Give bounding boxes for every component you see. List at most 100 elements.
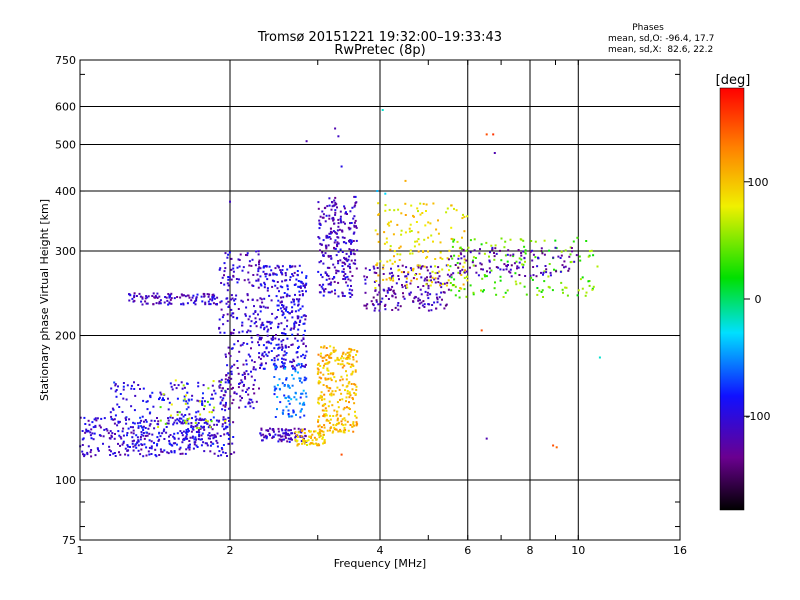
data-point bbox=[154, 448, 157, 451]
data-point bbox=[247, 401, 250, 404]
data-point bbox=[139, 388, 141, 390]
data-point bbox=[502, 268, 505, 271]
data-point bbox=[117, 442, 119, 445]
data-point bbox=[351, 388, 354, 391]
data-point bbox=[261, 321, 264, 324]
data-point bbox=[182, 438, 185, 441]
data-point bbox=[317, 398, 320, 401]
data-point bbox=[203, 421, 206, 424]
data-point bbox=[287, 395, 290, 398]
data-point bbox=[494, 247, 497, 250]
data-point bbox=[269, 427, 271, 430]
data-point bbox=[344, 353, 347, 356]
data-point bbox=[305, 282, 308, 285]
data-point bbox=[410, 279, 413, 282]
data-point bbox=[352, 422, 355, 425]
data-point bbox=[375, 263, 378, 266]
data-point bbox=[302, 365, 305, 368]
data-point bbox=[294, 431, 297, 434]
data-point bbox=[175, 387, 178, 390]
data-point bbox=[587, 280, 590, 283]
data-point bbox=[338, 388, 341, 391]
data-point bbox=[292, 367, 295, 370]
data-point bbox=[252, 366, 255, 369]
data-point bbox=[248, 398, 251, 401]
data-point bbox=[234, 298, 237, 301]
data-point bbox=[374, 307, 377, 310]
data-point bbox=[336, 241, 339, 244]
data-point bbox=[303, 403, 306, 406]
data-point bbox=[329, 429, 331, 432]
data-point bbox=[334, 213, 337, 216]
data-point bbox=[241, 300, 244, 303]
data-point bbox=[336, 422, 338, 425]
data-point bbox=[469, 239, 472, 242]
data-point bbox=[385, 237, 388, 240]
data-point bbox=[423, 306, 426, 308]
data-point bbox=[239, 382, 242, 385]
data-point bbox=[109, 454, 112, 456]
data-point bbox=[222, 314, 225, 317]
data-point bbox=[522, 266, 524, 269]
data-point bbox=[238, 406, 241, 409]
data-point bbox=[265, 346, 268, 349]
data-point bbox=[432, 240, 434, 243]
data-point bbox=[404, 284, 407, 287]
data-point bbox=[492, 133, 495, 136]
data-point bbox=[185, 433, 188, 436]
data-point bbox=[236, 316, 239, 319]
data-point bbox=[426, 294, 429, 297]
data-point bbox=[216, 441, 219, 444]
data-point bbox=[85, 430, 88, 433]
data-point bbox=[373, 280, 376, 283]
data-point bbox=[398, 259, 401, 261]
data-point bbox=[229, 200, 231, 203]
data-point bbox=[195, 299, 198, 302]
data-point bbox=[343, 256, 346, 259]
data-point bbox=[335, 428, 338, 431]
data-point bbox=[298, 377, 301, 380]
data-point bbox=[139, 416, 142, 419]
data-point bbox=[333, 376, 336, 379]
data-point bbox=[435, 228, 438, 231]
data-point bbox=[139, 421, 142, 424]
data-point bbox=[318, 415, 321, 418]
data-point bbox=[205, 442, 208, 445]
data-point bbox=[523, 256, 526, 259]
data-point bbox=[480, 268, 483, 271]
data-point bbox=[182, 384, 185, 387]
data-point bbox=[410, 269, 413, 272]
data-point bbox=[552, 444, 555, 447]
data-point bbox=[168, 296, 171, 299]
data-point bbox=[227, 433, 230, 436]
data-point bbox=[218, 326, 221, 329]
data-point bbox=[431, 304, 434, 306]
data-point bbox=[541, 289, 544, 292]
x-tick-label: 4 bbox=[377, 544, 384, 557]
data-point bbox=[348, 288, 351, 291]
data-point bbox=[198, 435, 201, 438]
data-point bbox=[185, 408, 188, 411]
data-point bbox=[484, 275, 486, 278]
data-point bbox=[518, 274, 521, 276]
data-point bbox=[483, 274, 486, 276]
data-point bbox=[328, 356, 331, 359]
data-point bbox=[276, 358, 279, 361]
data-point bbox=[339, 215, 342, 218]
data-point bbox=[460, 257, 463, 260]
data-point bbox=[246, 342, 249, 345]
data-point bbox=[235, 278, 238, 280]
data-point bbox=[125, 422, 128, 425]
data-point bbox=[413, 297, 416, 300]
data-point bbox=[532, 266, 535, 268]
data-point bbox=[270, 337, 273, 340]
data-point bbox=[441, 268, 444, 271]
data-point bbox=[471, 261, 474, 264]
data-point bbox=[392, 289, 395, 292]
data-point bbox=[323, 364, 325, 367]
data-point bbox=[343, 205, 346, 208]
data-point bbox=[190, 426, 193, 429]
data-point bbox=[168, 435, 170, 438]
data-point bbox=[532, 253, 535, 256]
data-point bbox=[190, 422, 193, 424]
